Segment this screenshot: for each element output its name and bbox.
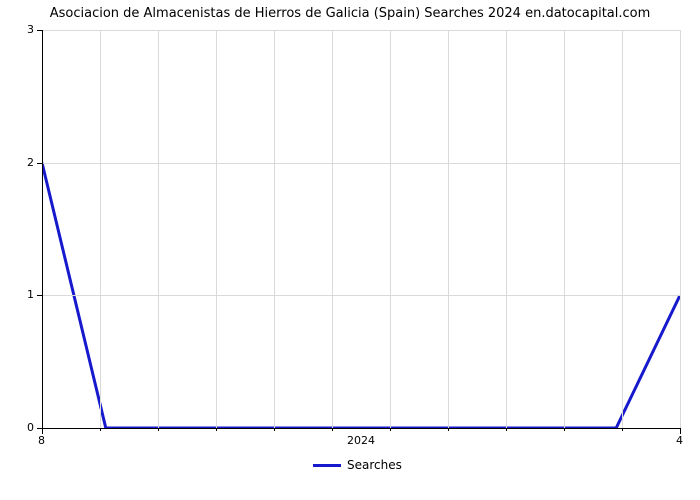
legend-swatch [313,464,341,467]
x-minor-tick [448,428,449,431]
x-minor-tick [390,428,391,431]
chart-title: Asociacion de Almacenistas de Hierros de… [0,6,700,21]
x-minor-tick [100,428,101,431]
y-axis [42,30,43,428]
x-tick-label: 8 [38,434,45,447]
x-tick-label: 4 [676,434,683,447]
x-minor-tick [564,428,565,431]
grid-v [390,30,391,428]
x-center-label: 2024 [347,434,375,447]
grid-v [332,30,333,428]
y-tick [37,30,42,31]
grid-v [506,30,507,428]
grid-v [274,30,275,428]
x-minor-tick [158,428,159,431]
grid-h [42,30,680,31]
x-minor-tick [216,428,217,431]
plot-area [42,30,680,428]
y-tick-label: 2 [27,156,34,169]
grid-h [42,163,680,164]
x-minor-tick [274,428,275,431]
x-minor-tick [332,428,333,431]
grid-v [100,30,101,428]
grid-v [158,30,159,428]
x-minor-tick [506,428,507,431]
grid-v [216,30,217,428]
y-tick [37,163,42,164]
chart-container: { "chart": { "type": "line", "title": "A… [0,0,700,500]
y-tick-label: 1 [27,288,34,301]
grid-v [448,30,449,428]
y-tick-label: 0 [27,421,34,434]
y-tick [37,295,42,296]
legend: Searches [313,458,402,472]
grid-v [680,30,681,428]
x-minor-tick [622,428,623,431]
grid-h [42,295,680,296]
grid-v [622,30,623,428]
series-line [42,30,680,428]
legend-label: Searches [347,458,402,472]
y-tick-label: 3 [27,23,34,36]
x-axis [42,428,680,429]
grid-v [564,30,565,428]
